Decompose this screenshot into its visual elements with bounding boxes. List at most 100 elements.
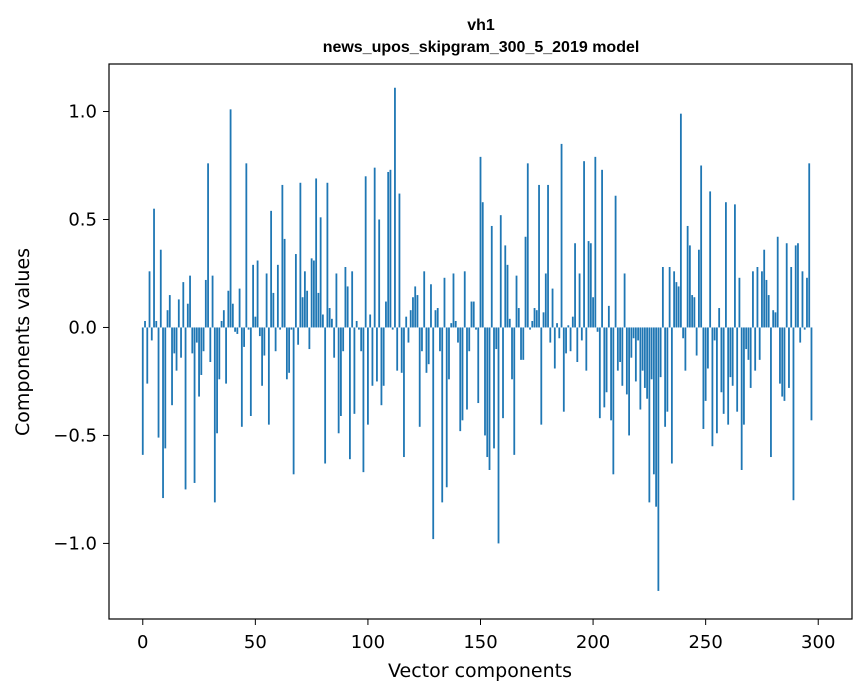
bar-245 [693,297,696,328]
bar-64 [285,327,288,380]
bar-9 [162,327,164,499]
bar-202 [596,327,599,332]
bar-252 [709,191,712,328]
bar-222 [641,327,644,371]
bar-15 [175,327,178,371]
bar-184 [556,323,558,328]
bar-93 [351,271,354,328]
bar-127 [427,327,430,365]
bar-148 [475,327,477,330]
bar-73 [306,290,309,328]
bar-172 [529,327,531,330]
bar-206 [605,327,608,393]
bar-86 [335,273,338,328]
bar-63 [283,238,286,328]
y-tick-label: 1.0 [68,102,97,123]
bar-78 [317,292,320,328]
bar-89 [342,327,345,352]
bar-138 [452,273,455,328]
y-tick-label: −1.0 [53,533,97,554]
bar-164 [511,327,513,380]
x-tick-label: 100 [351,632,385,653]
x-tick-label: 0 [137,632,148,653]
bar-21 [189,275,191,328]
bar-211 [616,327,619,371]
bar-80 [321,314,324,328]
bar-242 [686,225,689,328]
bar-24 [195,327,198,343]
bar-100 [367,327,369,425]
bar-218 [632,327,635,339]
bar-239 [679,113,682,328]
bar-163 [508,318,511,328]
bar-290 [794,245,797,328]
bar-14 [173,327,176,354]
bar-104 [376,327,378,382]
bar-44 [240,327,243,427]
bar-204 [601,169,603,328]
bar-137 [450,323,453,328]
bar-60 [276,264,279,328]
bar-267 [743,327,745,425]
bar-274 [758,327,761,360]
bar-43 [238,288,241,328]
bar-140 [457,327,459,343]
bar-30 [209,327,212,363]
bar-217 [630,327,633,358]
x-tick-label: 50 [244,632,267,653]
bar-131 [436,308,439,328]
bar-155 [490,225,493,328]
bar-75 [310,258,313,328]
bar-33 [216,327,218,434]
bar-281 [774,312,777,328]
bar-198 [587,241,590,328]
bar-101 [369,314,372,328]
bar-130 [434,310,437,328]
bar-149 [477,327,480,404]
bar-158 [497,327,500,544]
bar-181 [549,327,552,343]
bar-47 [247,327,250,330]
bar-141 [459,327,462,432]
bar-275 [761,271,763,328]
bar-109 [387,171,390,328]
bar-167 [517,308,520,328]
bar-253 [711,327,714,447]
bar-156 [493,327,495,449]
bar-27 [202,327,205,352]
bar-283 [779,327,781,384]
bars-layer [141,87,813,591]
bar-25 [198,327,200,397]
bar-35 [220,320,223,328]
bar-107 [382,327,385,386]
x-tick-label: 150 [463,632,497,653]
bar-41 [234,327,236,332]
ticks-layer: 0 50 100 150 200 250 300 −1.0 −0.5 0.0 0.5 1.0 [53,102,835,653]
bar-297 [810,327,813,421]
bar-208 [610,327,612,421]
bar-91 [346,286,349,328]
bar-69 [297,327,300,345]
bar-230 [659,327,662,378]
bar-162 [506,264,509,328]
plot-frame [108,63,853,620]
bar-50 [254,316,257,328]
bar-285 [783,327,786,401]
bar-264 [736,327,739,412]
bar-124 [421,327,423,352]
bar-291 [797,243,799,328]
bar-268 [745,327,748,350]
bar-122 [416,295,419,328]
bar-115 [400,327,403,373]
bar-214 [623,273,626,328]
bar-197 [585,327,588,371]
bar-54 [263,327,266,356]
bar-235 [670,327,673,464]
bar-117 [405,316,408,328]
bar-29 [207,163,209,328]
bar-76 [312,260,315,328]
bar-247 [698,249,700,328]
bar-190 [569,327,572,352]
bar-34 [218,327,221,380]
